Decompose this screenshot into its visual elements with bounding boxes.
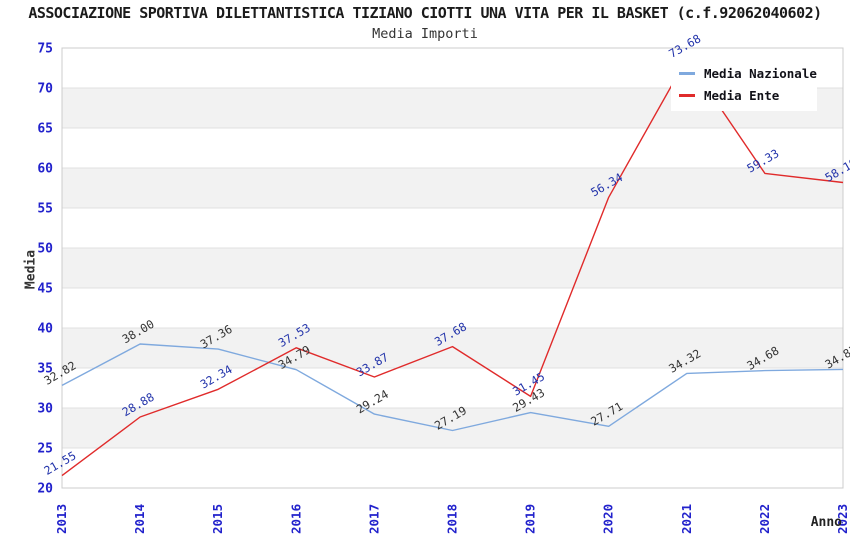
y-tick-label: 55 [37, 202, 53, 217]
x-tick-label: 2013 [54, 504, 69, 534]
plot-band [62, 288, 843, 328]
x-tick-label: 2017 [366, 504, 381, 534]
plot-band [62, 408, 843, 448]
y-tick-label: 50 [37, 242, 53, 257]
plot-band [62, 368, 843, 408]
x-tick-label: 2016 [288, 504, 303, 534]
y-tick-label: 25 [37, 442, 53, 457]
y-tick-label: 20 [37, 482, 53, 497]
x-tick-label: 2021 [679, 504, 694, 534]
x-tick-label: 2023 [835, 504, 850, 534]
media-nazionale-line-swatch-icon [679, 71, 695, 75]
x-tick-label: 2019 [523, 504, 538, 534]
plot-band [62, 128, 843, 168]
x-tick-label: 2018 [445, 504, 460, 534]
legend-label: Media Nazionale [704, 65, 817, 81]
y-tick-label: 45 [37, 282, 53, 297]
plot-border [61, 47, 844, 489]
x-tick-label: 2022 [757, 504, 772, 534]
plot-band [62, 168, 843, 208]
chart-title: ASSOCIAZIONE SPORTIVA DILETTANTISTICA TI… [28, 4, 822, 22]
y-tick-label: 70 [37, 82, 53, 97]
plot-band [62, 248, 843, 288]
legend-item-media-nazionale: Media Nazionale [679, 62, 817, 84]
plot-band [62, 208, 843, 248]
legend-label: Media Ente [704, 87, 780, 103]
series-line-media-nazionale [61, 343, 844, 432]
legend-item-media-ente: Media Ente [679, 84, 809, 106]
x-axis-title: Anno [810, 515, 842, 530]
media-ente-line-swatch-icon [679, 93, 695, 97]
y-tick-label: 60 [37, 162, 53, 177]
legend: Media Nazionale Media Ente [671, 57, 817, 111]
chart-subtitle: Media Importi [372, 26, 478, 42]
y-tick-label: 65 [37, 122, 53, 137]
x-tick-label: 2015 [210, 504, 225, 534]
y-axis-title: Media [23, 249, 39, 290]
x-tick-label: 2020 [601, 504, 616, 534]
y-tick-label: 30 [37, 402, 53, 417]
x-tick-label: 2014 [132, 504, 147, 534]
y-tick-label: 35 [37, 362, 53, 377]
plot-band [62, 448, 843, 488]
y-tick-label: 40 [37, 322, 53, 337]
y-tick-label: 75 [37, 42, 53, 57]
